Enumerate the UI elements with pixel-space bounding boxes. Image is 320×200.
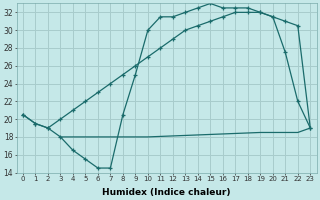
X-axis label: Humidex (Indice chaleur): Humidex (Indice chaleur)	[102, 188, 231, 197]
